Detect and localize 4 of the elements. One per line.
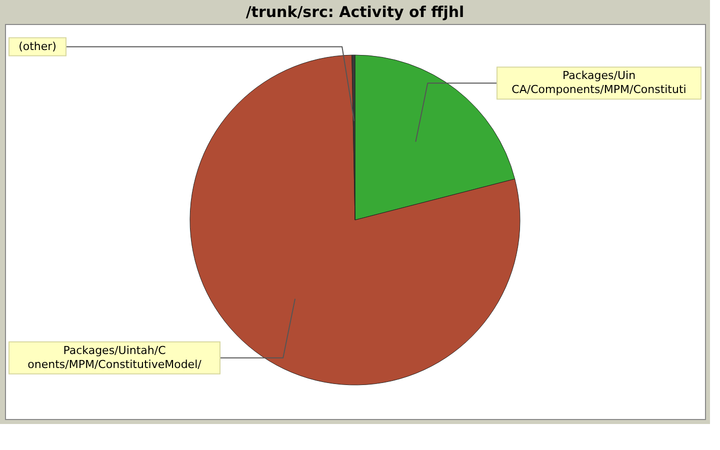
slice-label: Packages/Uin CA/Components/MPM/Constituti [512, 69, 686, 96]
slice-label: (other) [18, 40, 56, 53]
slice-label: Packages/Uintah/C onents/MPM/ConstitutiveModel/ [28, 344, 202, 371]
chart-title: /trunk/src: Activity of ffjhl [246, 3, 464, 21]
